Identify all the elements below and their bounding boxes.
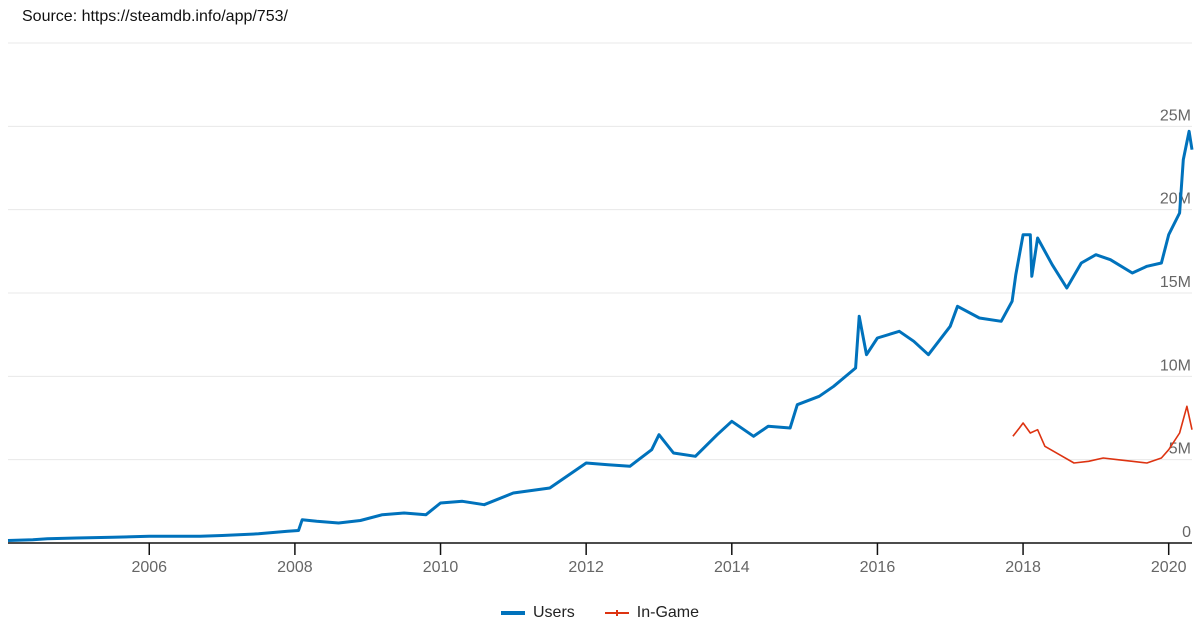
- x-tick-label: 2016: [860, 559, 896, 576]
- y-tick-label: 10M: [1160, 357, 1191, 374]
- ingame-line-swatch-icon: [604, 610, 629, 616]
- y-tick-label: 15M: [1160, 274, 1191, 291]
- y-tick-label: 25M: [1160, 107, 1191, 124]
- x-tick-label: 2006: [131, 559, 167, 576]
- x-tick-label: 2018: [1005, 559, 1041, 576]
- series-users: [7, 129, 1194, 542]
- y-tick-label: 0: [1182, 524, 1191, 541]
- y-tick-label: 20M: [1160, 191, 1191, 208]
- x-tick-label: 2020: [1151, 559, 1187, 576]
- x-tick-label: 2010: [423, 559, 459, 576]
- users-line-swatch-icon: [500, 611, 525, 615]
- legend-item-ingame[interactable]: In-Game: [604, 604, 700, 622]
- x-tick-label: 2008: [277, 559, 313, 576]
- chart-source: Source: https://steamdb.info/app/753/: [22, 8, 288, 25]
- y-tick-label: 5M: [1169, 441, 1191, 458]
- legend-label-users: Users: [532, 604, 575, 621]
- series-in-game: [1012, 405, 1193, 464]
- x-tick-label: 2014: [714, 559, 750, 576]
- line-chart: 0 5M 10M 15M 20M 25M 2006 2008 2010 2012 2014 2016 2…: [7, 42, 1194, 576]
- legend-label-ingame: In-Game: [636, 604, 700, 621]
- x-tick-label: 2012: [568, 559, 604, 576]
- chart-legend: Users In-Game: [0, 604, 1200, 622]
- legend-item-users[interactable]: Users: [500, 604, 575, 622]
